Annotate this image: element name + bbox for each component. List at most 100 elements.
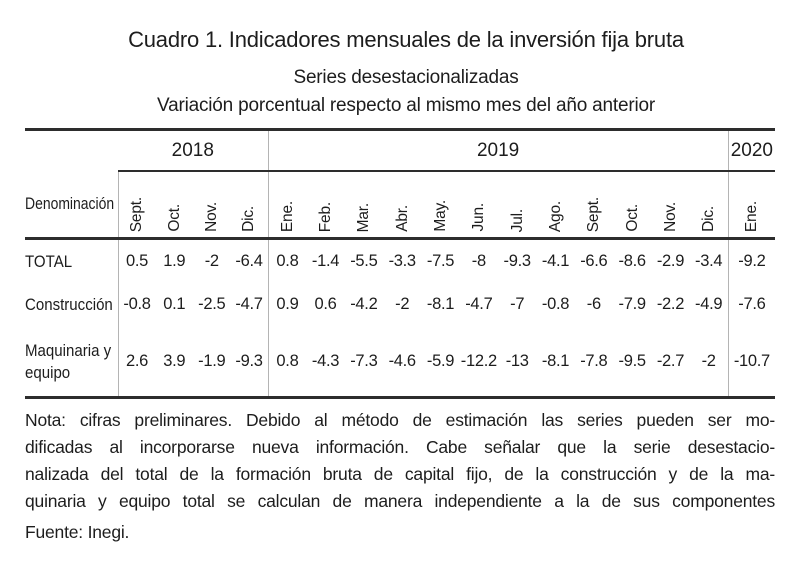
data-cell: -6 bbox=[586, 295, 601, 314]
data-cell: -7.3 bbox=[350, 352, 378, 371]
month-header: Ago. bbox=[536, 171, 575, 240]
data-cell: -4.7 bbox=[235, 295, 263, 314]
month-header: Ene. bbox=[727, 171, 776, 240]
month-header: May. bbox=[421, 171, 460, 240]
data-cell: -3.3 bbox=[388, 251, 417, 270]
data-cell: -1.9 bbox=[198, 352, 226, 371]
data-cell: -9.3 bbox=[235, 352, 263, 371]
source-text: Fuente: Inegi. bbox=[25, 521, 130, 542]
data-cell: -8 bbox=[471, 251, 486, 270]
data-cell: -2.7 bbox=[656, 352, 685, 371]
month-header: Oct. bbox=[155, 171, 193, 240]
row-label-text: Construcción bbox=[25, 295, 113, 315]
month-header-label: Oct. bbox=[165, 204, 183, 232]
report-page: Cuadro 1. Indicadores mensuales de la in… bbox=[0, 27, 812, 583]
data-cell: 0.5 bbox=[125, 251, 149, 270]
month-header: Dic. bbox=[230, 171, 269, 240]
data-cell: -9.2 bbox=[727, 238, 776, 283]
data-cell: -10.7 bbox=[727, 327, 776, 398]
data-cell: -4.9 bbox=[695, 295, 723, 314]
year-header-2018: 2018 bbox=[118, 129, 269, 173]
data-cell: 1.9 bbox=[163, 251, 186, 270]
denomination-label: Denominación bbox=[25, 194, 115, 214]
data-cell: -13 bbox=[505, 352, 529, 371]
month-header-label: Dic. bbox=[240, 205, 258, 232]
table-and-notes: 2018 2019 2020 Denominación Sept. Oct. Nov. Dic… bbox=[25, 127, 776, 543]
note-line: quinaria y equipo total se calculan de m… bbox=[25, 490, 775, 511]
data-cell: 0.9 bbox=[267, 282, 307, 328]
data-cell: 0.1 bbox=[163, 295, 186, 314]
data-cell: 0.8 bbox=[267, 238, 307, 283]
indicators-table: 2018 2019 2020 Denominación Sept. Oct. Nov. Dic… bbox=[25, 127, 776, 399]
data-cell: -4.3 bbox=[311, 352, 340, 371]
data-cell: -8.6 bbox=[618, 251, 647, 270]
data-cell: -8.1 bbox=[426, 295, 455, 314]
data-cell: -6.6 bbox=[580, 251, 608, 270]
month-header: Jul. bbox=[498, 171, 537, 240]
year-header-row: 2018 2019 2020 bbox=[25, 129, 776, 173]
data-cell: 3.9 bbox=[163, 352, 186, 371]
data-cell: -7.6 bbox=[727, 282, 776, 328]
row-label: Construcción bbox=[25, 282, 119, 328]
month-header-label: Nov. bbox=[203, 201, 221, 232]
data-cell: -2 bbox=[701, 352, 716, 371]
note-line: dificadas al incorporarse nueva informac… bbox=[25, 436, 775, 457]
data-cell: -2.2 bbox=[656, 295, 685, 314]
month-header: Ene. bbox=[267, 171, 307, 240]
month-header-label: Oct. bbox=[623, 204, 641, 232]
data-cell: -1.4 bbox=[311, 251, 340, 270]
data-cell: -7.5 bbox=[426, 251, 455, 270]
data-cell: 0.6 bbox=[314, 295, 337, 314]
data-cell: -7.9 bbox=[618, 295, 647, 314]
data-cell: -12.2 bbox=[460, 352, 497, 371]
data-cell: -0.8 bbox=[541, 295, 570, 314]
month-header: Nov. bbox=[193, 171, 231, 240]
table-row: Construcción -0.8 0.1 -2.5 -4.7 0.9 0.6 -4.2 -2-… bbox=[25, 282, 776, 328]
month-header: Sept. bbox=[574, 171, 613, 240]
month-header-label: Jun. bbox=[470, 203, 488, 232]
month-header-label: Ago. bbox=[546, 200, 564, 232]
month-header-label: Jul. bbox=[508, 208, 526, 232]
data-cell: -8.1 bbox=[541, 352, 570, 371]
data-cell: -4.2 bbox=[350, 295, 378, 314]
month-header: Mar. bbox=[344, 171, 384, 240]
note-block: Nota: cifras preliminares. Debido al mét… bbox=[25, 407, 775, 515]
data-cell: 2.6 bbox=[125, 352, 149, 371]
data-cell: -9.3 bbox=[503, 251, 532, 270]
month-header-label: Abr. bbox=[393, 205, 411, 232]
year-header-2020: 2020 bbox=[727, 129, 776, 173]
month-header-label: Ene. bbox=[278, 200, 296, 232]
data-cell: 0.8 bbox=[267, 327, 307, 398]
month-header: Abr. bbox=[383, 171, 422, 240]
month-header: Nov. bbox=[651, 171, 690, 240]
row-label-text: Maquinaria y equipo bbox=[25, 341, 112, 382]
month-header-label: Feb. bbox=[317, 201, 334, 232]
row-label: TOTAL bbox=[25, 238, 119, 283]
month-header: Sept. bbox=[118, 171, 156, 240]
data-cell: -2 bbox=[395, 295, 410, 314]
subtitle-series: Series desestacionalizadas bbox=[293, 67, 519, 89]
year-header-2019: 2019 bbox=[267, 129, 729, 173]
data-cell: -4.6 bbox=[388, 352, 417, 371]
data-cell: -0.8 bbox=[123, 295, 151, 314]
data-cell: -2.5 bbox=[198, 295, 226, 314]
month-header-label: Ene. bbox=[743, 200, 761, 232]
data-cell: -5.9 bbox=[426, 352, 455, 371]
month-header-label: Sept. bbox=[585, 196, 603, 232]
subtitle-variation: Variación porcentual respecto al mismo m… bbox=[157, 95, 655, 117]
month-header: Feb. bbox=[306, 171, 345, 240]
page-title: Cuadro 1. Indicadores mensuales de la in… bbox=[128, 27, 684, 52]
denomination-header: Denominación bbox=[25, 171, 119, 240]
data-cell: -3.4 bbox=[695, 251, 723, 270]
month-header-label: Dic. bbox=[700, 205, 718, 232]
data-cell: -2 bbox=[204, 251, 219, 270]
note-line: Nota: cifras preliminares. Debido al mét… bbox=[25, 409, 775, 430]
data-cell: -4.7 bbox=[465, 295, 493, 314]
month-header: Oct. bbox=[612, 171, 652, 240]
month-header-row: Denominación Sept. Oct. Nov. Dic. Ene. Feb. Mar… bbox=[25, 171, 776, 240]
data-cell: -2.9 bbox=[656, 251, 685, 270]
month-header-label: Nov. bbox=[661, 201, 679, 232]
data-cell: -7 bbox=[510, 295, 525, 314]
table-row: TOTAL 0.5 1.9 -2 -6.4 0.8 -1.4 -5.5 -3.3 -7.5 -8 -9… bbox=[25, 238, 776, 283]
row-label: Maquinaria y equipo bbox=[25, 327, 119, 398]
